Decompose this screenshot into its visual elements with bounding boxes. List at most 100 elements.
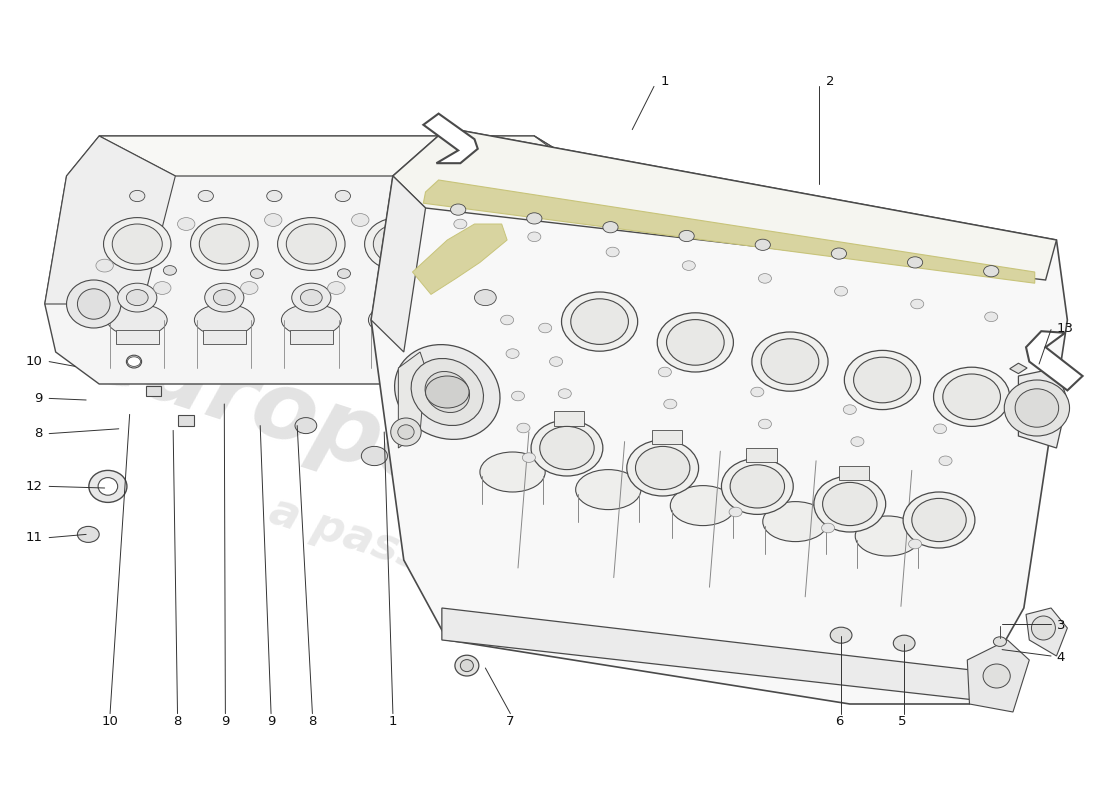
Circle shape (415, 282, 432, 294)
Polygon shape (424, 114, 477, 163)
Circle shape (729, 507, 743, 517)
Ellipse shape (752, 332, 828, 391)
Circle shape (909, 539, 922, 549)
Ellipse shape (636, 446, 690, 490)
Circle shape (844, 405, 856, 414)
Circle shape (264, 214, 282, 226)
Text: 8: 8 (308, 715, 317, 728)
Text: 9: 9 (221, 715, 230, 728)
Ellipse shape (480, 452, 546, 492)
Text: 9: 9 (267, 715, 275, 728)
Circle shape (830, 627, 852, 643)
Text: 6: 6 (835, 715, 843, 728)
Circle shape (474, 290, 496, 306)
Ellipse shape (575, 470, 641, 510)
Polygon shape (1010, 363, 1027, 374)
Ellipse shape (368, 304, 428, 336)
Ellipse shape (814, 476, 886, 532)
Circle shape (939, 456, 953, 466)
Circle shape (404, 190, 419, 202)
Circle shape (266, 190, 282, 202)
Text: 8: 8 (34, 427, 43, 440)
Circle shape (908, 257, 923, 268)
Circle shape (205, 283, 244, 312)
Text: 9: 9 (34, 392, 43, 405)
Ellipse shape (108, 304, 167, 336)
Circle shape (378, 283, 418, 312)
Ellipse shape (195, 304, 254, 336)
Circle shape (198, 190, 213, 202)
Bar (116, 330, 160, 344)
Circle shape (934, 424, 947, 434)
Circle shape (154, 282, 170, 294)
Ellipse shape (943, 374, 1001, 419)
Polygon shape (1026, 608, 1067, 656)
Circle shape (522, 453, 536, 462)
Circle shape (911, 299, 924, 309)
Text: 3: 3 (1056, 619, 1065, 632)
Circle shape (993, 637, 1007, 646)
Circle shape (758, 274, 771, 283)
Circle shape (352, 214, 368, 226)
Circle shape (128, 357, 141, 366)
Ellipse shape (112, 224, 163, 264)
Ellipse shape (89, 470, 127, 502)
Ellipse shape (730, 465, 784, 508)
Ellipse shape (903, 492, 975, 548)
Circle shape (177, 218, 195, 230)
Circle shape (893, 635, 915, 651)
Polygon shape (371, 128, 1067, 704)
Text: 4: 4 (1056, 651, 1065, 664)
Circle shape (751, 387, 763, 397)
Polygon shape (1019, 368, 1067, 448)
Circle shape (658, 367, 671, 377)
Ellipse shape (425, 371, 470, 413)
Circle shape (527, 213, 542, 224)
Ellipse shape (670, 486, 736, 526)
Polygon shape (45, 136, 175, 304)
Ellipse shape (722, 458, 793, 514)
Ellipse shape (845, 350, 921, 410)
Ellipse shape (282, 304, 341, 336)
Ellipse shape (855, 516, 921, 556)
Circle shape (512, 269, 525, 278)
Text: 13: 13 (1056, 322, 1074, 334)
Ellipse shape (286, 224, 337, 264)
Ellipse shape (571, 299, 628, 345)
Ellipse shape (373, 224, 424, 264)
Text: 11: 11 (25, 531, 43, 544)
Ellipse shape (539, 218, 606, 270)
Ellipse shape (460, 224, 510, 264)
Ellipse shape (1032, 616, 1055, 640)
Circle shape (164, 266, 176, 275)
Ellipse shape (126, 355, 142, 368)
Ellipse shape (98, 478, 118, 495)
Ellipse shape (398, 425, 414, 439)
Circle shape (984, 312, 998, 322)
Text: 10: 10 (25, 355, 43, 368)
Ellipse shape (548, 224, 597, 264)
Ellipse shape (762, 502, 828, 542)
Ellipse shape (364, 218, 432, 270)
Circle shape (851, 437, 864, 446)
Circle shape (559, 389, 571, 398)
Circle shape (130, 190, 145, 202)
Circle shape (328, 282, 345, 294)
Polygon shape (1026, 331, 1082, 390)
Circle shape (983, 266, 999, 277)
Ellipse shape (1004, 380, 1069, 436)
Circle shape (292, 283, 331, 312)
Circle shape (500, 315, 514, 325)
Circle shape (758, 419, 771, 429)
Circle shape (832, 248, 847, 259)
Ellipse shape (761, 338, 818, 384)
Circle shape (517, 423, 530, 433)
Bar (652, 430, 682, 444)
Circle shape (512, 391, 525, 401)
Circle shape (77, 526, 99, 542)
Text: 12: 12 (25, 480, 43, 493)
Bar (376, 330, 420, 344)
Circle shape (465, 283, 505, 312)
Ellipse shape (667, 319, 724, 365)
Circle shape (539, 323, 552, 333)
